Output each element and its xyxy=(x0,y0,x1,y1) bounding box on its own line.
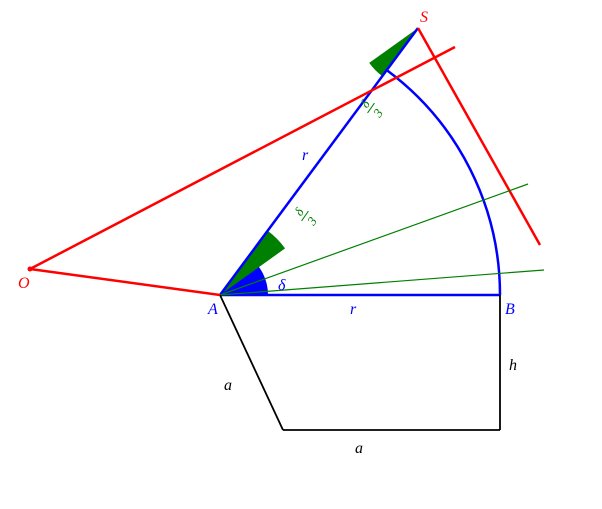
fraction-f2-den: 3 xyxy=(369,106,386,121)
geometry-diagram: A B S Oδ r r a a h δ3 δ3 xyxy=(0,0,602,509)
arc-BS xyxy=(387,70,500,295)
line-S_to_P xyxy=(418,28,540,245)
fraction-f1-den: 3 xyxy=(303,214,320,229)
label-S: S xyxy=(420,9,428,26)
line-green2 xyxy=(220,270,544,295)
label-A: A xyxy=(207,301,218,318)
label-a1: a xyxy=(355,440,363,457)
line-OA xyxy=(30,269,220,295)
fraction-f2: δ3 xyxy=(355,94,387,122)
fraction-f1: δ3 xyxy=(289,202,321,230)
line-A_down xyxy=(220,295,283,430)
line-OS xyxy=(30,47,455,269)
label-a2: a xyxy=(224,377,232,394)
label-r_AS: r xyxy=(302,147,309,164)
label-r_AB: r xyxy=(350,301,357,318)
label-O: O xyxy=(18,275,30,292)
point-O-dot xyxy=(28,267,33,272)
label-delta: δ xyxy=(278,277,286,294)
label-h: h xyxy=(509,357,517,374)
label-B: B xyxy=(505,301,515,318)
line-AS xyxy=(220,28,418,295)
